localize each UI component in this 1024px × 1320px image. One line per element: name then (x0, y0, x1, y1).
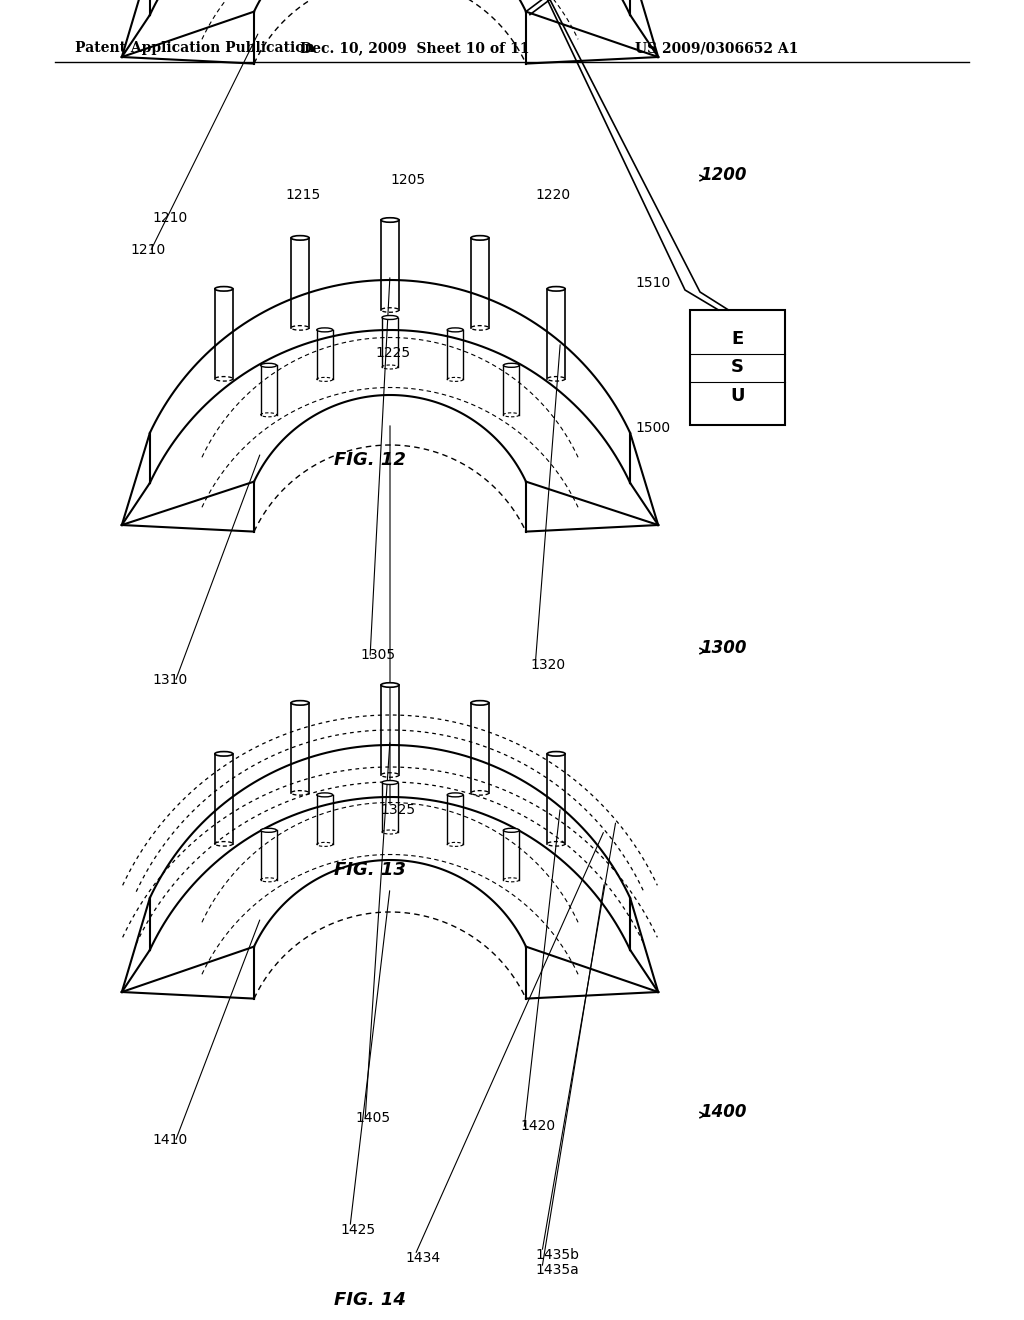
Text: FIG. 14: FIG. 14 (334, 1291, 406, 1309)
Text: 1220: 1220 (535, 187, 570, 202)
Text: FIG. 13: FIG. 13 (334, 861, 406, 879)
Ellipse shape (382, 315, 398, 319)
Text: 1325: 1325 (380, 803, 415, 817)
Ellipse shape (382, 780, 398, 784)
Ellipse shape (316, 793, 333, 797)
Ellipse shape (504, 363, 519, 367)
Ellipse shape (215, 286, 232, 292)
Ellipse shape (260, 829, 276, 833)
Ellipse shape (504, 829, 519, 833)
Ellipse shape (547, 751, 565, 756)
Text: 1225: 1225 (375, 346, 411, 360)
Text: US 2009/0306652 A1: US 2009/0306652 A1 (635, 41, 799, 55)
Text: 1434: 1434 (406, 1251, 440, 1265)
Text: 1310: 1310 (152, 673, 187, 686)
Text: 1405: 1405 (355, 1111, 390, 1125)
Text: Dec. 10, 2009  Sheet 10 of 11: Dec. 10, 2009 Sheet 10 of 11 (300, 41, 529, 55)
Text: 1410: 1410 (152, 1133, 187, 1147)
Ellipse shape (381, 682, 399, 688)
Text: 1510: 1510 (635, 276, 671, 290)
Text: S: S (731, 359, 744, 376)
Ellipse shape (260, 363, 276, 367)
Text: 1215: 1215 (285, 187, 321, 202)
Ellipse shape (215, 751, 232, 756)
Text: E: E (731, 330, 743, 347)
Text: 1435b: 1435b (535, 1247, 579, 1262)
Text: 1500: 1500 (635, 421, 670, 436)
Text: 1300: 1300 (700, 639, 746, 657)
Text: 1210: 1210 (152, 211, 187, 224)
Text: Patent Application Publication: Patent Application Publication (75, 41, 314, 55)
Ellipse shape (447, 793, 463, 797)
Text: 1320: 1320 (530, 657, 565, 672)
Text: 1425: 1425 (340, 1224, 375, 1237)
Ellipse shape (471, 236, 488, 240)
Text: FIG. 12: FIG. 12 (334, 451, 406, 469)
Text: 1420: 1420 (520, 1119, 555, 1133)
Ellipse shape (381, 218, 399, 222)
Text: 1305: 1305 (360, 648, 395, 663)
Text: 1435a: 1435a (535, 1263, 579, 1276)
Ellipse shape (291, 236, 309, 240)
Ellipse shape (471, 701, 488, 705)
Text: 1205: 1205 (390, 173, 425, 187)
Ellipse shape (447, 327, 463, 331)
Ellipse shape (316, 327, 333, 331)
Text: 1200: 1200 (700, 166, 746, 183)
Text: 1400: 1400 (700, 1104, 746, 1121)
Ellipse shape (291, 701, 309, 705)
Text: U: U (730, 387, 744, 405)
Ellipse shape (547, 286, 565, 292)
Text: 1210: 1210 (130, 243, 165, 257)
